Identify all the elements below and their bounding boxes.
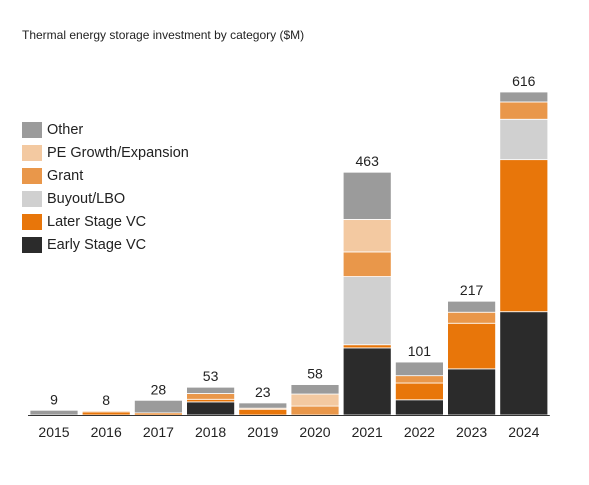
legend-swatch-buyout-lbo [22, 190, 42, 207]
bar-segment-2021-other [342, 171, 392, 220]
bar-segment-2018-other [186, 386, 236, 394]
total-label-2015: 9 [50, 391, 58, 407]
legend-item-early-stage-vc: Early Stage VC [22, 233, 189, 256]
bar-segment-2020-other [290, 384, 340, 395]
x-tick-label-2022: 2022 [404, 424, 435, 440]
legend-label-other: Other [47, 121, 84, 138]
total-label-2022: 101 [408, 343, 432, 359]
bar-segment-2018-grant [186, 393, 236, 400]
x-tick-label-2017: 2017 [143, 424, 174, 440]
legend-label-buyout-lbo: Buyout/LBO [47, 190, 126, 207]
bar-segment-2024-grant [499, 101, 549, 120]
bar-segment-2018-early-stage-vc [186, 401, 236, 416]
chart-title: Thermal energy storage investment by cat… [22, 28, 305, 42]
bar-segment-2023-later-stage-vc [447, 322, 497, 370]
x-tick-label-2019: 2019 [247, 424, 278, 440]
bar-segment-2024-other [499, 91, 549, 103]
bar-segment-2024-later-stage-vc [499, 159, 549, 313]
total-label-2021: 463 [356, 153, 380, 169]
bar-segment-2023-grant [447, 311, 497, 324]
bar-segment-2021-early-stage-vc [342, 347, 392, 416]
bar-segment-2021-later-stage-vc [342, 344, 392, 349]
chart-legend: Other PE Growth/Expansion Grant Buyout/LBO L… [22, 118, 189, 256]
bar-segment-2024-early-stage-vc [499, 311, 549, 416]
legend-swatch-pe-growth-expansion [22, 144, 42, 161]
legend-swatch-grant [22, 167, 42, 184]
total-label-2017: 28 [151, 381, 167, 397]
legend-label-grant: Grant [47, 167, 84, 184]
bar-segment-2022-grant [394, 375, 444, 384]
legend-item-other: Other [22, 118, 189, 141]
bar-segment-2019-other [238, 402, 288, 409]
legend-label-early-stage-vc: Early Stage VC [47, 236, 147, 253]
bar-segment-2019-later-stage-vc [238, 408, 288, 416]
legend-swatch-early-stage-vc [22, 236, 42, 253]
legend-swatch-later-stage-vc [22, 213, 42, 230]
bar-segment-2022-early-stage-vc [394, 399, 444, 416]
bar-segment-2021-grant [342, 251, 392, 277]
bar-segment-2024-buyout-lbo [499, 118, 549, 161]
x-tick-label-2016: 2016 [91, 424, 122, 440]
legend-item-pe-growth-expansion: PE Growth/Expansion [22, 141, 189, 164]
bar-segment-2015-other [29, 409, 79, 416]
legend-item-grant: Grant [22, 164, 189, 187]
legend-item-later-stage-vc: Later Stage VC [22, 210, 189, 233]
bar-segment-2023-other [447, 300, 497, 313]
bar-segment-2022-later-stage-vc [394, 382, 444, 401]
bar-segment-2021-buyout-lbo [342, 276, 392, 346]
x-tick-label-2015: 2015 [38, 424, 69, 440]
x-tick-label-2020: 2020 [299, 424, 330, 440]
total-label-2024: 616 [512, 73, 536, 89]
legend-label-later-stage-vc: Later Stage VC [47, 213, 147, 230]
total-label-2018: 53 [203, 368, 219, 384]
legend-item-buyout-lbo: Buyout/LBO [22, 187, 189, 210]
bar-segment-2016-later-stage-vc [81, 411, 131, 416]
bar-segment-2017-other [133, 399, 183, 414]
x-tick-label-2024: 2024 [508, 424, 539, 440]
bar-segment-2020-grant [290, 405, 340, 416]
x-tick-label-2023: 2023 [456, 424, 487, 440]
x-tick-label-2018: 2018 [195, 424, 226, 440]
x-tick-label-2021: 2021 [352, 424, 383, 440]
legend-swatch-other [22, 121, 42, 138]
total-label-2020: 58 [307, 366, 323, 382]
total-label-2023: 217 [460, 282, 484, 298]
bar-segment-2021-pe-growth-expansion [342, 219, 392, 253]
total-label-2019: 23 [255, 384, 271, 400]
bar-segment-2016-grant [81, 410, 131, 413]
bar-segment-2020-pe-growth-expansion [290, 393, 340, 407]
bar-segment-2022-other [394, 361, 444, 377]
legend-label-pe-growth-expansion: PE Growth/Expansion [47, 144, 189, 161]
total-label-2016: 8 [102, 392, 110, 408]
bar-segment-2023-early-stage-vc [447, 368, 497, 416]
